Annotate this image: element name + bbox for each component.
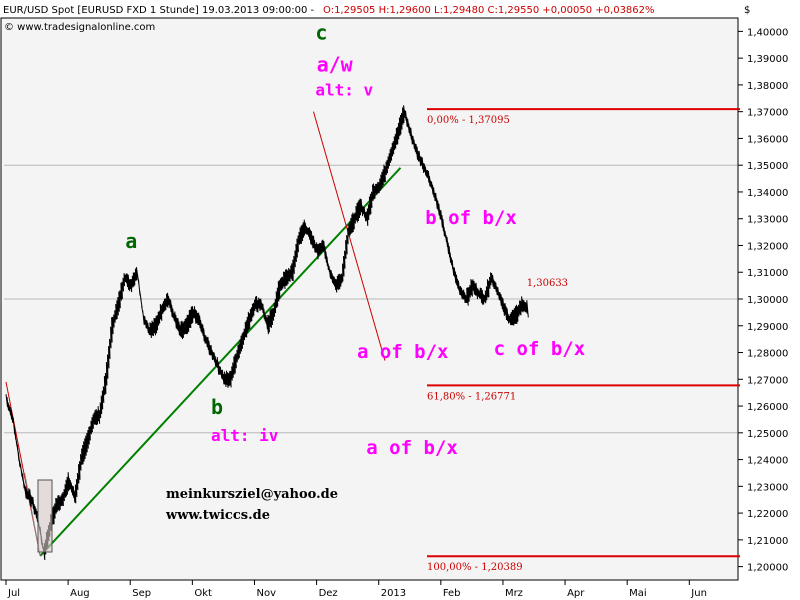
wave-label-6: c of b/x [494, 338, 586, 360]
y-tick-label-14: 1,34000 [747, 188, 788, 199]
x-tick-label-0: Jul [7, 588, 20, 599]
y-tick-label-4: 1,24000 [747, 456, 788, 467]
y-axis: 1,20000 1,21000 1,22000 1,23000 1,24000 1,250… [738, 27, 788, 574]
y-tick-label-13: 1,33000 [747, 215, 788, 226]
y-tick-label-11: 1,31000 [747, 268, 788, 279]
x-tick-label-2: Sep [132, 588, 151, 599]
ohlc-readout: O:1,29505 H:1,29600 L:1,29480 C:1,29550 … [323, 5, 655, 16]
x-tick-label-9: Apr [567, 588, 585, 599]
x-tick-label-3: Okt [194, 588, 212, 599]
point-label: 1,30633 [527, 278, 568, 289]
wave-label-7: b [211, 395, 223, 419]
currency-symbol: $ [744, 5, 750, 16]
y-tick-label-0: 1,20000 [747, 563, 788, 574]
wave-labels: c a/w alt: v a b of b/x a of b/x c of b/x b alt:… [125, 20, 585, 459]
wave-label-0: c [315, 20, 327, 44]
y-tick-label-17: 1,37000 [747, 108, 788, 119]
y-tick-label-10: 1,30000 [747, 295, 788, 306]
source-credit: © www.tradesignalonline.com [4, 22, 155, 33]
grid-lines [4, 164, 737, 434]
low-zone-box [37, 479, 53, 553]
y-tick-label-20: 1,40000 [747, 27, 788, 38]
wave-label-5: a of b/x [357, 341, 449, 363]
y-tick-label-3: 1,23000 [747, 482, 788, 493]
y-tick-label-2: 1,22000 [747, 509, 788, 520]
fibonacci-levels: 0,00% - 1,37095 61,80% - 1,26771 100,00% -… [427, 108, 740, 573]
highlight-box [37, 479, 53, 553]
x-tick-label-4: Nov [256, 588, 276, 599]
wave-label-3: a [125, 229, 137, 253]
y-tick-label-1: 1,21000 [747, 536, 788, 547]
y-tick-label-7: 1,27000 [747, 375, 788, 386]
wave-label-8: alt: iv [211, 426, 279, 445]
x-tick-label-5: Dez [319, 588, 338, 599]
wave-label-1: a/w [317, 53, 354, 77]
x-tick-label-6: 2013 [381, 588, 406, 599]
x-tick-label-11: Jun [690, 588, 707, 599]
y-tick-label-5: 1,25000 [747, 429, 788, 440]
y-tick-label-12: 1,32000 [747, 241, 788, 252]
trendline-0 [39, 167, 402, 557]
wave-label-9: a of b/x [366, 437, 458, 459]
chart-title: EUR/USD Spot [EURUSD FXD 1 Stunde] 19.03… [3, 5, 315, 16]
watermark-site: www.twiccs.de [165, 508, 270, 523]
y-tick-label-9: 1,29000 [747, 322, 788, 333]
fib-label-0: 0,00% - 1,37095 [427, 115, 510, 126]
x-tick-label-1: Aug [70, 588, 90, 599]
watermark-email: meinkursziel@yahoo.de [166, 487, 338, 502]
y-tick-label-16: 1,36000 [747, 134, 788, 145]
fib-label-1: 61,80% - 1,26771 [427, 391, 516, 402]
price-series [5, 105, 529, 561]
x-tick-label-7: Feb [443, 588, 461, 599]
wave-label-2: alt: v [315, 81, 373, 100]
y-tick-label-18: 1,38000 [747, 81, 788, 92]
y-tick-label-6: 1,26000 [747, 402, 788, 413]
y-tick-label-19: 1,39000 [747, 54, 788, 65]
y-tick-label-15: 1,35000 [747, 161, 788, 172]
price-line [5, 105, 529, 561]
x-tick-label-8: Mrz [505, 588, 523, 599]
y-tick-label-8: 1,28000 [747, 349, 788, 360]
x-axis: Jul Aug Sep Okt Nov Dez 2013 Feb Mrz Apr Mai Jun [1, 579, 738, 599]
wave-label-4: b of b/x [425, 207, 517, 229]
x-tick-label-10: Mai [629, 588, 647, 599]
fib-label-2: 100,00% - 1,20389 [427, 562, 523, 573]
